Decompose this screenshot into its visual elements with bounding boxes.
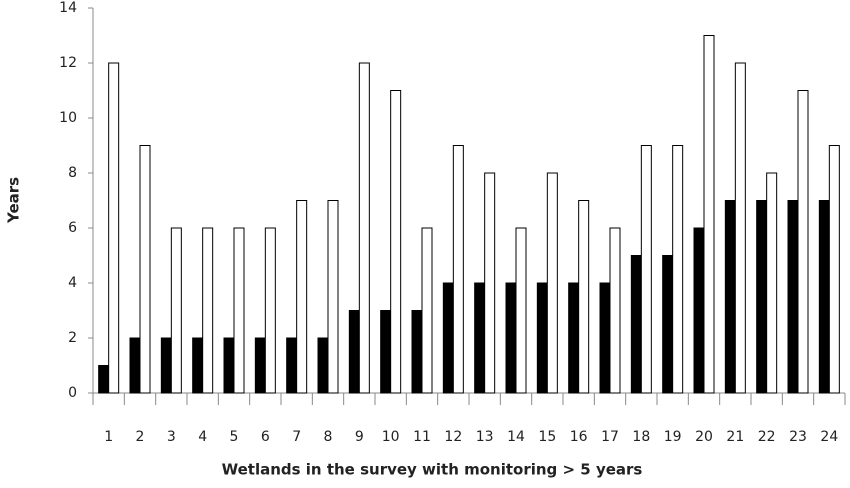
bar	[828, 145, 840, 394]
x-tick-label: 22	[758, 429, 776, 445]
x-tick-label: 10	[382, 429, 400, 445]
x-tick-label: 20	[695, 429, 713, 445]
bar	[192, 337, 204, 394]
y-tick-label: 12	[59, 55, 77, 71]
bar	[442, 282, 454, 394]
bar	[411, 310, 423, 394]
bar	[139, 145, 151, 394]
bar	[609, 227, 621, 394]
x-tick-label: 24	[820, 429, 838, 445]
y-tick-label: 0	[68, 385, 77, 401]
x-tick-label: 12	[444, 429, 462, 445]
bar	[578, 200, 590, 394]
bar	[703, 35, 715, 394]
y-axis-label: Years	[5, 177, 23, 224]
x-tick-label: 7	[292, 429, 301, 445]
bar	[264, 227, 276, 394]
bar	[630, 255, 642, 394]
x-tick-label: 1	[104, 429, 113, 445]
y-tick-label: 8	[68, 165, 77, 181]
bar	[536, 282, 548, 394]
bar	[505, 282, 517, 394]
bar	[390, 90, 402, 394]
bar	[254, 337, 266, 394]
bar	[170, 227, 182, 394]
x-tick-label: 16	[570, 429, 588, 445]
bar	[129, 337, 141, 394]
x-tick-label: 21	[726, 429, 744, 445]
bar	[766, 172, 778, 394]
x-tick-label: 6	[261, 429, 270, 445]
bar	[160, 337, 172, 394]
bar	[348, 310, 360, 394]
bar	[202, 227, 214, 394]
bar	[672, 145, 684, 394]
bar	[108, 62, 120, 394]
x-tick-label: 4	[198, 429, 207, 445]
x-tick-label: 9	[355, 429, 364, 445]
x-tick-label: 19	[664, 429, 682, 445]
bar	[223, 337, 235, 394]
x-tick-label: 23	[789, 429, 807, 445]
bar	[233, 227, 245, 394]
bar	[599, 282, 611, 394]
bar	[286, 337, 298, 394]
bar	[474, 282, 486, 394]
bar	[568, 282, 580, 394]
bar	[756, 200, 768, 394]
y-tick-label: 10	[59, 110, 77, 126]
bar	[787, 200, 799, 394]
bar	[640, 145, 652, 394]
bar	[421, 227, 433, 394]
bar	[818, 200, 830, 394]
x-tick-label: 17	[601, 429, 619, 445]
bar	[734, 62, 746, 394]
y-tick-label: 2	[68, 330, 77, 346]
y-tick-label: 6	[68, 220, 77, 236]
bar	[358, 62, 370, 394]
bar	[317, 337, 329, 394]
bar	[98, 365, 110, 394]
bar	[546, 172, 558, 394]
x-tick-label: 15	[538, 429, 556, 445]
bar	[662, 255, 674, 394]
bar	[797, 90, 809, 394]
x-axis-label: Wetlands in the survey with monitoring >…	[222, 461, 643, 479]
x-tick-label: 3	[167, 429, 176, 445]
x-tick-label: 11	[413, 429, 431, 445]
y-tick-label: 14	[59, 0, 77, 16]
x-tick-label: 2	[136, 429, 145, 445]
bar	[380, 310, 392, 394]
x-tick-label: 14	[507, 429, 525, 445]
bar	[484, 172, 496, 394]
bar	[452, 145, 464, 394]
bar	[327, 200, 339, 394]
y-tick-label: 4	[68, 275, 77, 291]
bar	[296, 200, 308, 394]
bar	[724, 200, 736, 394]
bar	[515, 227, 527, 394]
x-tick-label: 18	[632, 429, 650, 445]
x-tick-label: 13	[476, 429, 494, 445]
x-tick-label: 8	[324, 429, 333, 445]
x-tick-label: 5	[230, 429, 239, 445]
bar	[693, 227, 705, 394]
